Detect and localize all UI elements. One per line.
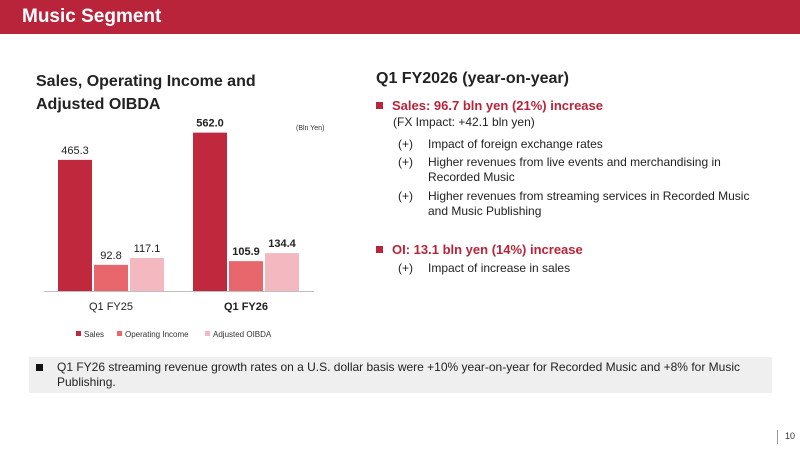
bullet-square-icon bbox=[376, 246, 383, 253]
header-bar: Music Segment bbox=[0, 0, 800, 34]
sales-point-3-cont: and Music Publishing bbox=[428, 204, 542, 218]
sales-point-1: Impact of foreign exchange rates bbox=[428, 137, 603, 151]
sales-point-3: Higher revenues from streaming services … bbox=[428, 189, 750, 203]
footnote-text: Q1 FY26 streaming revenue growth rates o… bbox=[57, 360, 740, 389]
bar-chart: 465.3 92.8 117.1 Q1 FY25 562.0 105.9 134.4 Q1 F… bbox=[44, 118, 314, 339]
unit-label: (Bln Yen) bbox=[296, 125, 325, 132]
bar bbox=[94, 264, 128, 291]
fx-impact: (FX Impact: +42.1 bln yen) bbox=[393, 115, 535, 129]
footnote-box: Q1 FY26 streaming revenue growth rates o… bbox=[29, 357, 772, 393]
bar bbox=[265, 253, 299, 291]
summary-title: Q1 FY2026 (year-on-year) bbox=[376, 70, 569, 87]
plus-mark: (+) bbox=[398, 155, 413, 169]
oi-heading: OI: 13.1 bln yen (14%) increase bbox=[376, 242, 583, 257]
plus-mark: (+) bbox=[398, 261, 413, 275]
data-label: 117.1 bbox=[134, 243, 161, 255]
sales-point-2: Higher revenues from live events and mer… bbox=[428, 155, 721, 169]
category-label: Q1 FY25 bbox=[89, 301, 133, 313]
data-label: 465.3 bbox=[61, 145, 89, 157]
page-divider bbox=[777, 430, 778, 444]
data-label: 562.0 bbox=[196, 118, 224, 130]
bar bbox=[193, 132, 227, 291]
sales-heading: Sales: 96.7 bln yen (21%) increase bbox=[376, 98, 603, 113]
bar bbox=[130, 258, 164, 291]
legend-label: Operating Income bbox=[125, 330, 189, 339]
data-label: 134.4 bbox=[268, 238, 296, 250]
bullet-square-icon bbox=[376, 102, 383, 109]
page-number: 10 bbox=[785, 431, 796, 441]
sales-point-2-cont: Recorded Music bbox=[428, 170, 515, 184]
bullet-square-icon bbox=[36, 364, 43, 371]
legend-label: Sales bbox=[84, 330, 104, 339]
oi-point-1: Impact of increase in sales bbox=[428, 261, 571, 275]
plus-mark: (+) bbox=[398, 189, 413, 203]
legend-swatch bbox=[205, 331, 210, 336]
legend-label: Adjusted OIBDA bbox=[213, 330, 272, 339]
legend-swatch bbox=[76, 331, 81, 336]
page-title: Music Segment bbox=[22, 6, 162, 27]
legend-swatch bbox=[117, 331, 122, 336]
bar bbox=[58, 159, 92, 291]
category-label: Q1 FY26 bbox=[224, 301, 268, 313]
data-label: 92.8 bbox=[100, 250, 121, 262]
plus-mark: (+) bbox=[398, 137, 413, 151]
data-label: 105.9 bbox=[232, 246, 260, 258]
bar bbox=[229, 261, 263, 291]
chart-title: Sales, Operating Income and Adjusted OIB… bbox=[36, 73, 256, 113]
